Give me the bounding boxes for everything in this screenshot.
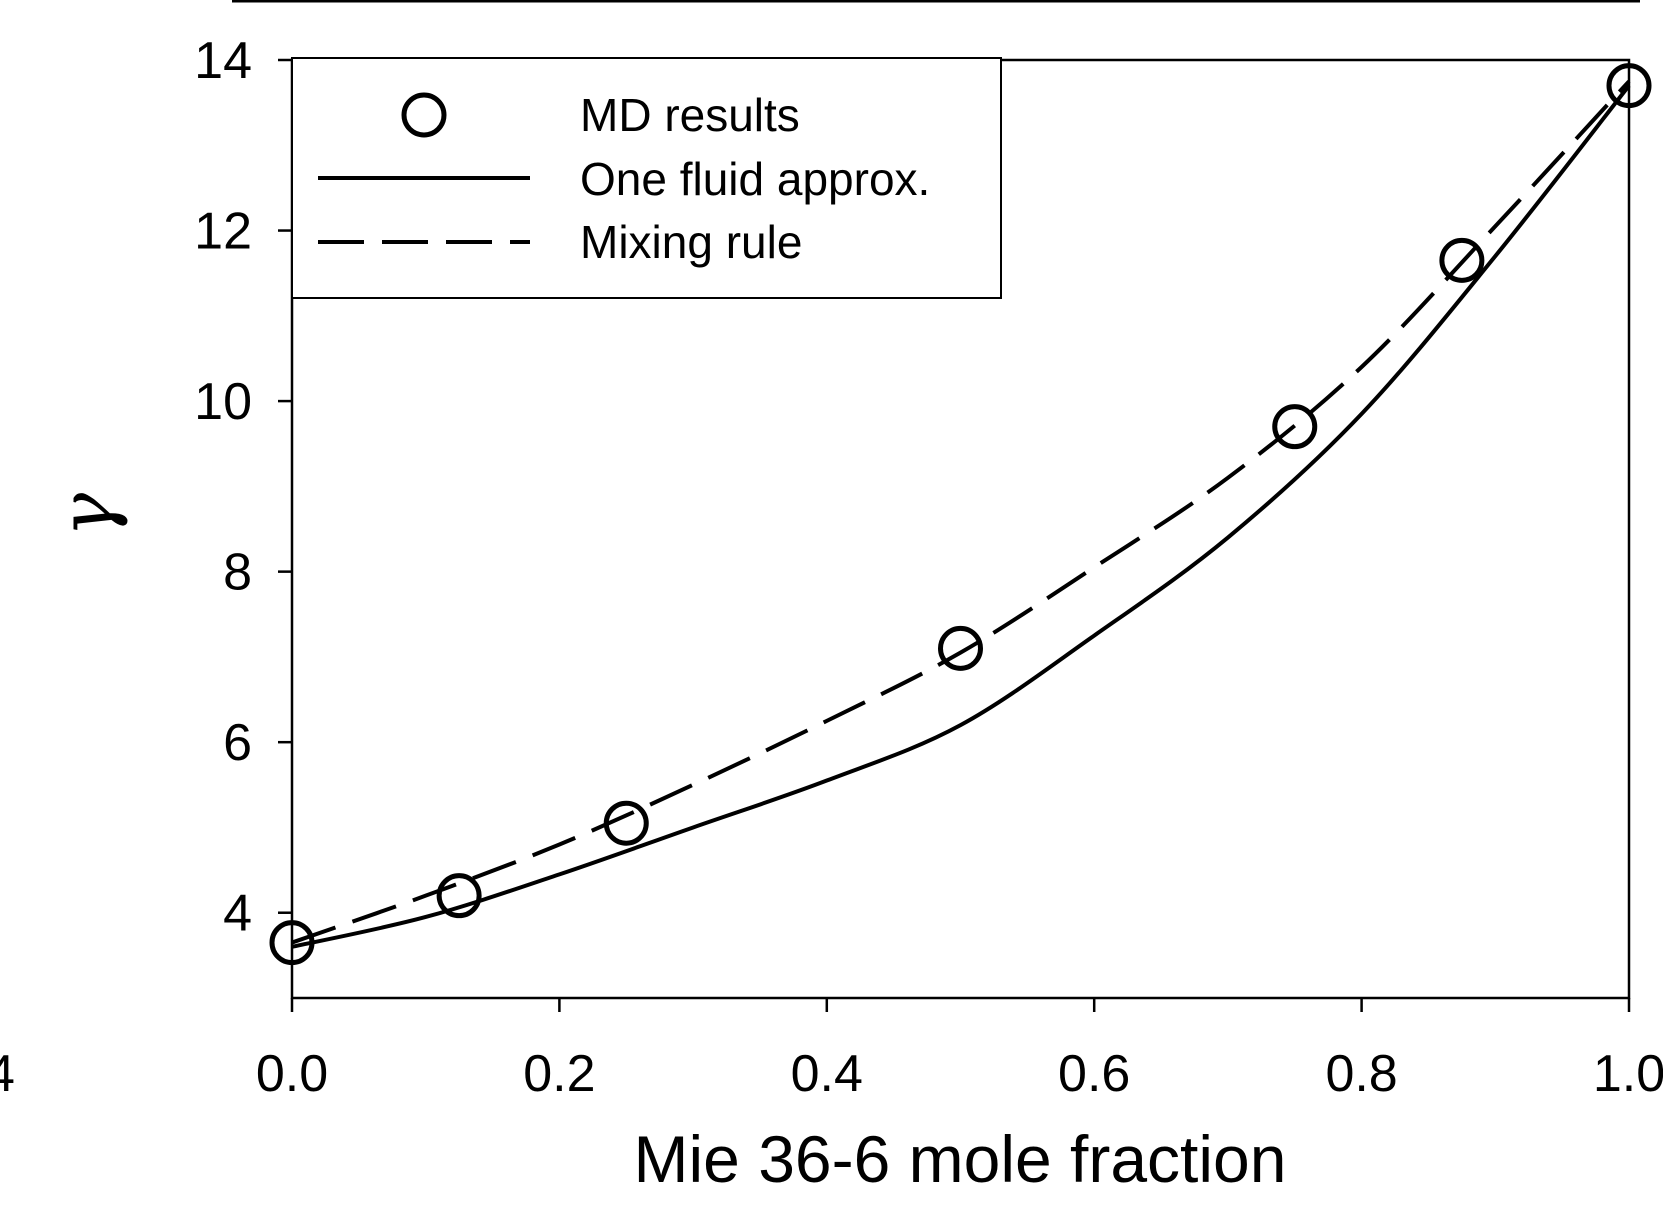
legend-label-one-fluid: One fluid approx. [580,153,930,205]
legend-label-md-results: MD results [580,89,800,141]
series-one-fluid-line [291,84,1631,949]
md-result-point [436,873,482,919]
x-tick-label: 0.8 [1325,1045,1397,1103]
y-axis-title: γ [44,492,130,537]
x-axis: 0.0 0.2 0.4 0.6 0.8 1.0 [256,998,1663,1103]
md-result-point [1439,237,1485,283]
md-result-point [269,920,315,966]
x-tick-label: 0.0 [256,1045,328,1103]
y-axis: 4 6 8 10 12 14 [194,32,292,943]
y-tick-label: 10 [194,373,252,431]
y-tick-label: 12 [194,203,252,261]
md-result-point [603,800,649,846]
y-tick-label: 8 [223,544,252,602]
x-tick-label: 0.2 [523,1045,595,1103]
x-tick-label: 0.4 [791,1045,863,1103]
x-axis-title: Mie 36-6 mole fraction [634,1122,1287,1196]
x-tick-label: 1.0 [1593,1045,1663,1103]
legend-marker-md-results [401,92,447,138]
md-result-point [1272,404,1318,450]
series-mixing-rule-line [291,79,1631,945]
series-layer [269,63,1652,966]
y-tick-label: 14 [194,32,252,90]
y-tick-label: 6 [223,714,252,772]
x-tick-label: 0.6 [1058,1045,1130,1103]
clipped-left-label: 4 [0,1045,15,1103]
md-result-point [1606,63,1652,109]
md-result-point [938,625,983,671]
legend: MD results One fluid approx. Mixing rule [291,57,1002,299]
y-tick-label: 4 [223,885,252,943]
legend-label-mixing-rule: Mixing rule [580,216,802,268]
